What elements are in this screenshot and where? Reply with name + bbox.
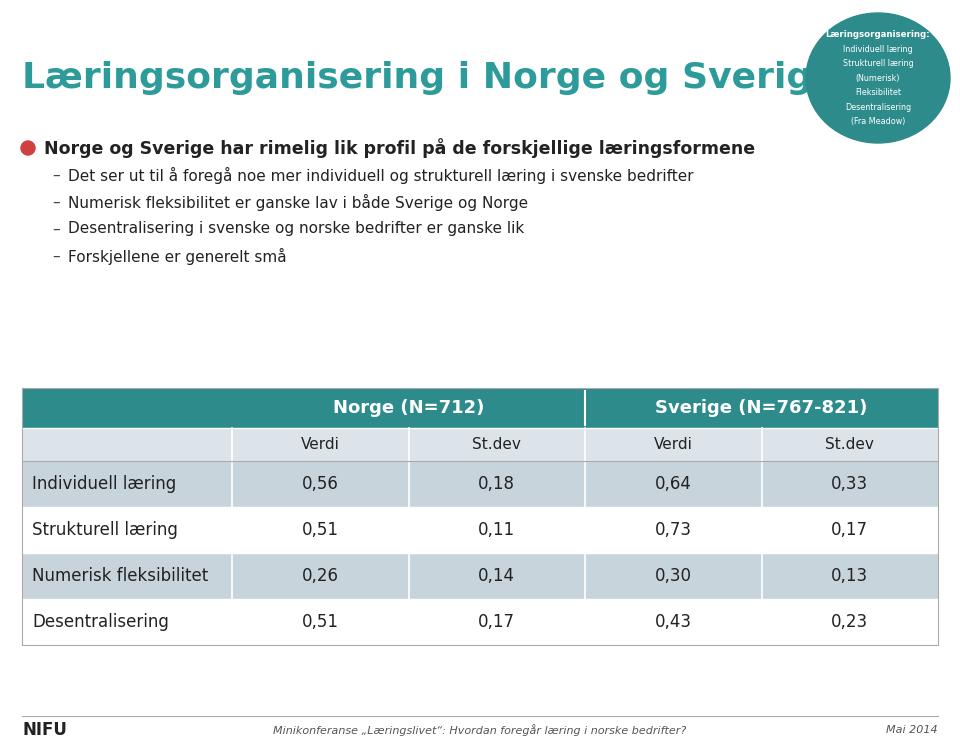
Text: 0,33: 0,33 (831, 475, 868, 493)
Text: 0,17: 0,17 (831, 521, 868, 539)
Text: 0,14: 0,14 (478, 567, 516, 585)
Text: 0,18: 0,18 (478, 475, 516, 493)
Text: –: – (52, 194, 60, 210)
Text: –: – (52, 167, 60, 182)
Text: Individuell læring: Individuell læring (32, 475, 177, 493)
Text: Desentralisering: Desentralisering (845, 103, 911, 112)
Text: Minikonferanse „Læringslivet“: Hvordan foregår læring i norske bedrifter?: Minikonferanse „Læringslivet“: Hvordan f… (274, 724, 686, 736)
Text: 0,11: 0,11 (478, 521, 516, 539)
Text: 0,73: 0,73 (655, 521, 692, 539)
Text: Forskjellene er generelt små: Forskjellene er generelt små (68, 248, 287, 265)
Ellipse shape (806, 13, 950, 143)
Text: Verdi: Verdi (300, 437, 340, 452)
Text: 0,43: 0,43 (655, 613, 692, 631)
Text: Strukturell læring: Strukturell læring (32, 521, 178, 539)
Text: Norge (N=712): Norge (N=712) (333, 399, 484, 417)
Text: 0,23: 0,23 (831, 613, 868, 631)
Text: 0,30: 0,30 (655, 567, 692, 585)
FancyBboxPatch shape (22, 599, 938, 645)
Text: Desentralisering i svenske og norske bedrifter er ganske lik: Desentralisering i svenske og norske bed… (68, 222, 524, 237)
Text: Strukturell læring: Strukturell læring (843, 59, 913, 68)
FancyBboxPatch shape (22, 507, 938, 553)
Text: (Numerisk): (Numerisk) (855, 74, 900, 83)
Text: 0,56: 0,56 (301, 475, 339, 493)
Text: –: – (52, 248, 60, 263)
Text: St.dev: St.dev (826, 437, 875, 452)
Text: Numerisk fleksibilitet: Numerisk fleksibilitet (32, 567, 208, 585)
Text: Individuell læring: Individuell læring (843, 45, 913, 54)
Text: Sverige (N=767-821): Sverige (N=767-821) (656, 399, 868, 417)
Text: Fleksibilitet: Fleksibilitet (855, 88, 901, 97)
FancyBboxPatch shape (22, 388, 938, 428)
Text: Mai 2014: Mai 2014 (886, 725, 938, 735)
Text: –: – (52, 222, 60, 237)
FancyBboxPatch shape (22, 553, 938, 599)
Text: 0,13: 0,13 (831, 567, 868, 585)
Text: Det ser ut til å foregå noe mer individuell og strukturell læring i svenske bedr: Det ser ut til å foregå noe mer individu… (68, 167, 694, 184)
Text: 0,51: 0,51 (301, 613, 339, 631)
Text: NIFU: NIFU (22, 721, 67, 739)
Text: Norge og Sverige har rimelig lik profil på de forskjellige læringsformene: Norge og Sverige har rimelig lik profil … (44, 138, 756, 158)
Circle shape (21, 141, 35, 155)
Text: 0,51: 0,51 (301, 521, 339, 539)
Text: 0,64: 0,64 (655, 475, 692, 493)
Text: 0,26: 0,26 (301, 567, 339, 585)
Text: 0,17: 0,17 (478, 613, 516, 631)
Text: Desentralisering: Desentralisering (32, 613, 169, 631)
Text: St.dev: St.dev (472, 437, 521, 452)
Text: (Fra Meadow): (Fra Meadow) (851, 117, 905, 126)
Text: Læringsorganisering i Norge og Sverige: Læringsorganisering i Norge og Sverige (22, 61, 837, 95)
FancyBboxPatch shape (22, 461, 938, 507)
FancyBboxPatch shape (22, 428, 938, 461)
Text: Verdi: Verdi (654, 437, 693, 452)
Text: Læringsorganisering:: Læringsorganisering: (826, 30, 930, 39)
Text: Numerisk fleksibilitet er ganske lav i både Sverige og Norge: Numerisk fleksibilitet er ganske lav i b… (68, 193, 528, 211)
